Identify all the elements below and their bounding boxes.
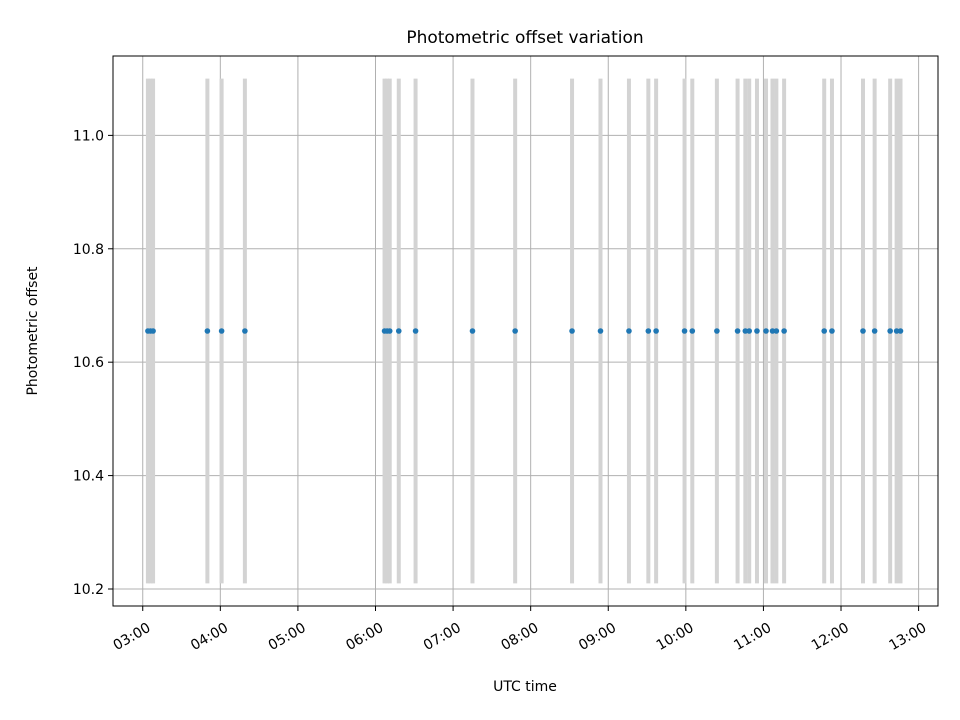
data-point	[386, 328, 393, 334]
data-point	[204, 328, 211, 334]
data-point	[829, 328, 835, 334]
x-tick-label: 03:00	[111, 620, 154, 654]
data-point	[242, 328, 248, 334]
data-point	[645, 328, 652, 334]
x-tick-label: 11:00	[731, 620, 774, 654]
data-point	[689, 328, 696, 334]
x-tick-label: 04:00	[188, 620, 231, 654]
y-tick-label: 10.8	[73, 242, 104, 258]
data-point	[653, 328, 659, 334]
x-tick-label: 12:00	[809, 620, 852, 654]
data-point	[821, 328, 828, 334]
x-tick-label: 09:00	[576, 620, 619, 654]
data-point	[871, 328, 878, 334]
x-tick-label: 10:00	[654, 620, 697, 654]
x-tick-label: 05:00	[266, 620, 309, 654]
y-tick-label: 10.6	[73, 355, 104, 371]
axes-frame	[112, 55, 939, 607]
chart-title: Photometric offset variation	[406, 28, 643, 48]
x-tick-label: 13:00	[886, 620, 929, 654]
data-point	[754, 328, 760, 334]
y-tick-label: 11.0	[73, 128, 104, 144]
x-axis-label: UTC time	[493, 679, 557, 695]
data-point	[412, 328, 419, 334]
x-tick-label: 08:00	[499, 620, 542, 654]
y-axis-label: Photometric offset	[25, 266, 41, 396]
plot-area: 03:00 04:00 05:00 06:00 07:00 08:00 09:00 10:00…	[73, 55, 939, 654]
data-point	[773, 328, 780, 334]
data-point	[887, 328, 893, 334]
data-point	[763, 328, 769, 334]
data-point	[893, 328, 900, 334]
data-point	[395, 328, 402, 334]
x-tick-label: 06:00	[343, 620, 386, 654]
data-point	[897, 328, 904, 334]
data-point	[781, 328, 787, 334]
data-point	[218, 328, 225, 334]
data-point	[734, 328, 741, 334]
data-point	[469, 328, 476, 334]
data-point	[512, 328, 518, 334]
x-tick-label: 07:00	[421, 620, 464, 654]
data-point	[626, 328, 632, 334]
data-point	[150, 328, 156, 334]
y-tick-label: 10.2	[73, 582, 104, 598]
data-point	[681, 328, 688, 334]
data-point	[860, 328, 866, 334]
data-point	[714, 328, 720, 334]
data-point	[597, 328, 604, 334]
data-point	[569, 328, 575, 334]
data-point	[769, 328, 776, 334]
data-point	[742, 328, 749, 334]
data-point	[746, 328, 753, 334]
y-tick-label: 10.4	[73, 469, 104, 485]
